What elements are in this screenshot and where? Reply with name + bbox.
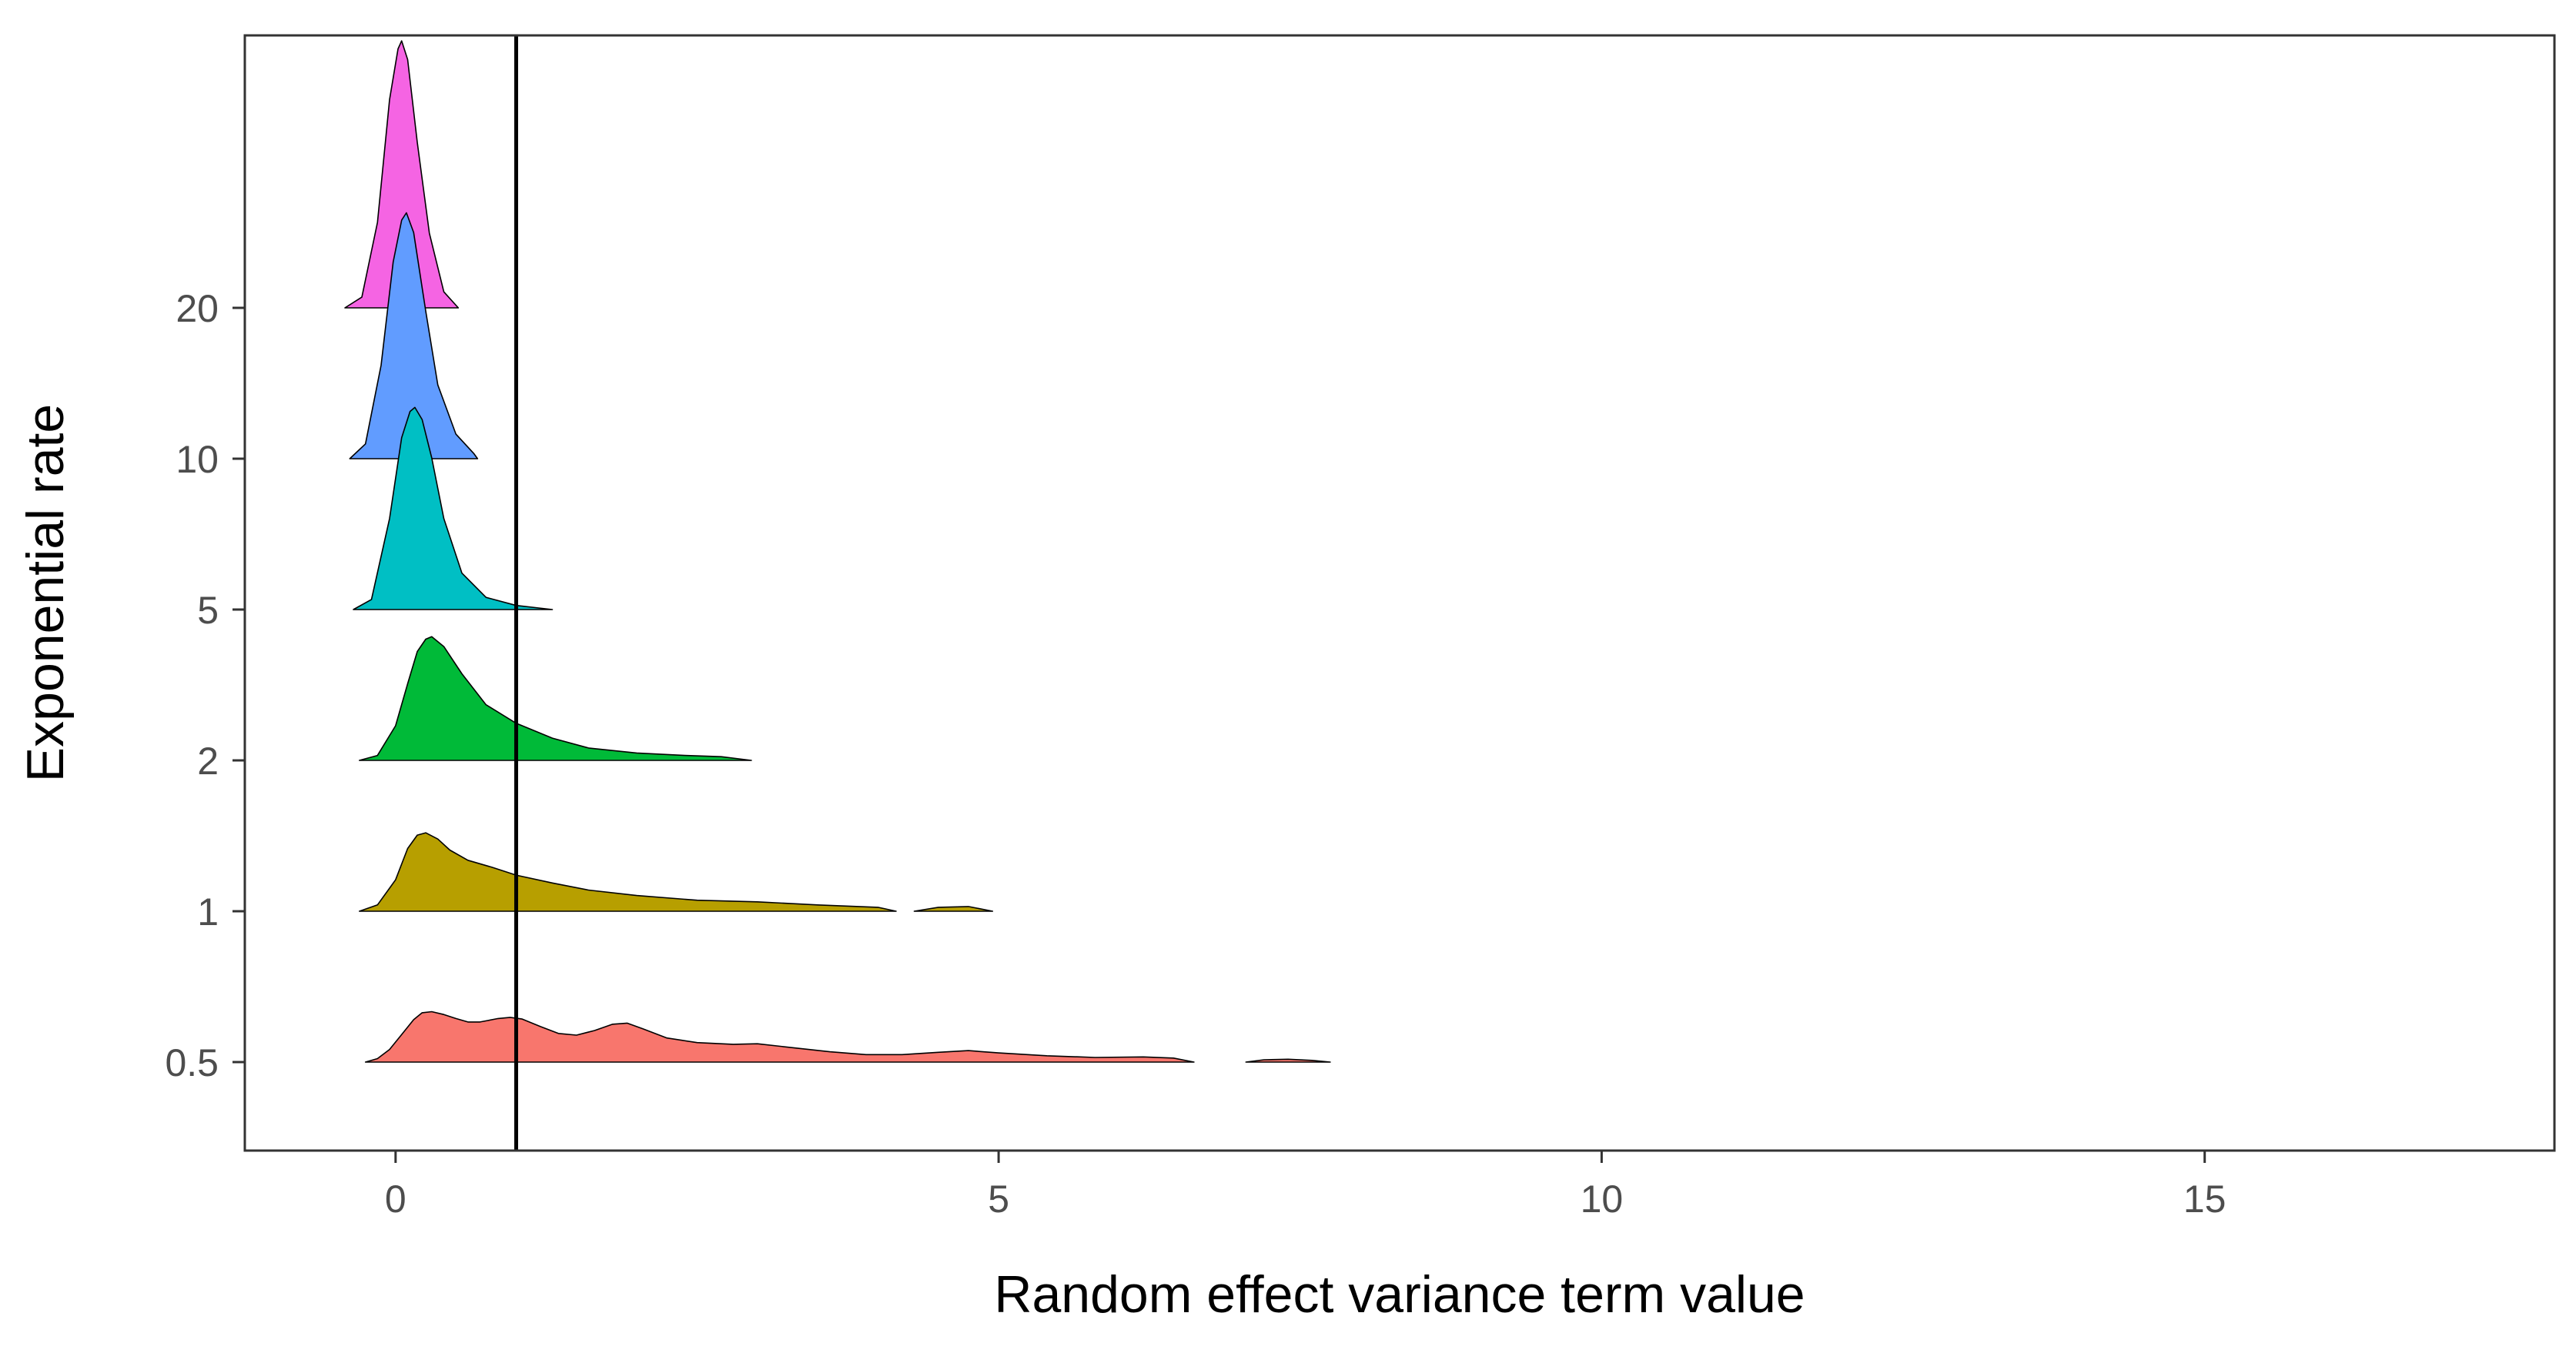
y-tick-label-0.5: 0.5: [165, 1041, 219, 1084]
density-ridges: [344, 40, 1331, 1063]
y-axis-title: Exponential rate: [16, 404, 75, 782]
ridge-1-segment-2: [913, 906, 994, 912]
y-tick-label-20: 20: [176, 287, 219, 330]
ridge-0.5-segment-2: [1245, 1058, 1331, 1063]
plot-panel-border: [243, 34, 2556, 1152]
y-tick-label-5: 5: [197, 589, 219, 632]
y-tick-label-10: 10: [176, 438, 219, 481]
ridge-5: [353, 406, 554, 610]
x-tick-label-10: 10: [1581, 1178, 1624, 1221]
y-tick-label-2: 2: [197, 740, 219, 783]
x-axis-ticks: 0 5 10 15: [385, 1151, 2226, 1221]
x-tick-label-0: 0: [385, 1178, 406, 1221]
ridge-10: [349, 212, 479, 459]
ridge-0.5-segment-1: [364, 1011, 1195, 1063]
y-axis-ticks: 0.5 1 2 5 10 20: [165, 287, 245, 1084]
ridge-1-segment-1: [359, 832, 897, 912]
x-tick-label-15: 15: [2183, 1178, 2226, 1221]
ridge-5-segment-1: [353, 406, 554, 610]
y-tick-label-1: 1: [197, 890, 219, 934]
x-axis-title: Random effect variance term value: [994, 1265, 1805, 1324]
ridge-10-segment-1: [349, 212, 479, 459]
ridge-20-segment-1: [344, 40, 460, 309]
ridge-1: [359, 832, 994, 912]
ridge-0.5: [364, 1011, 1331, 1063]
x-tick-label-5: 5: [988, 1178, 1009, 1221]
ridge-2-segment-1: [359, 636, 752, 761]
ridge-2: [359, 636, 752, 761]
ridge-20: [344, 40, 460, 309]
